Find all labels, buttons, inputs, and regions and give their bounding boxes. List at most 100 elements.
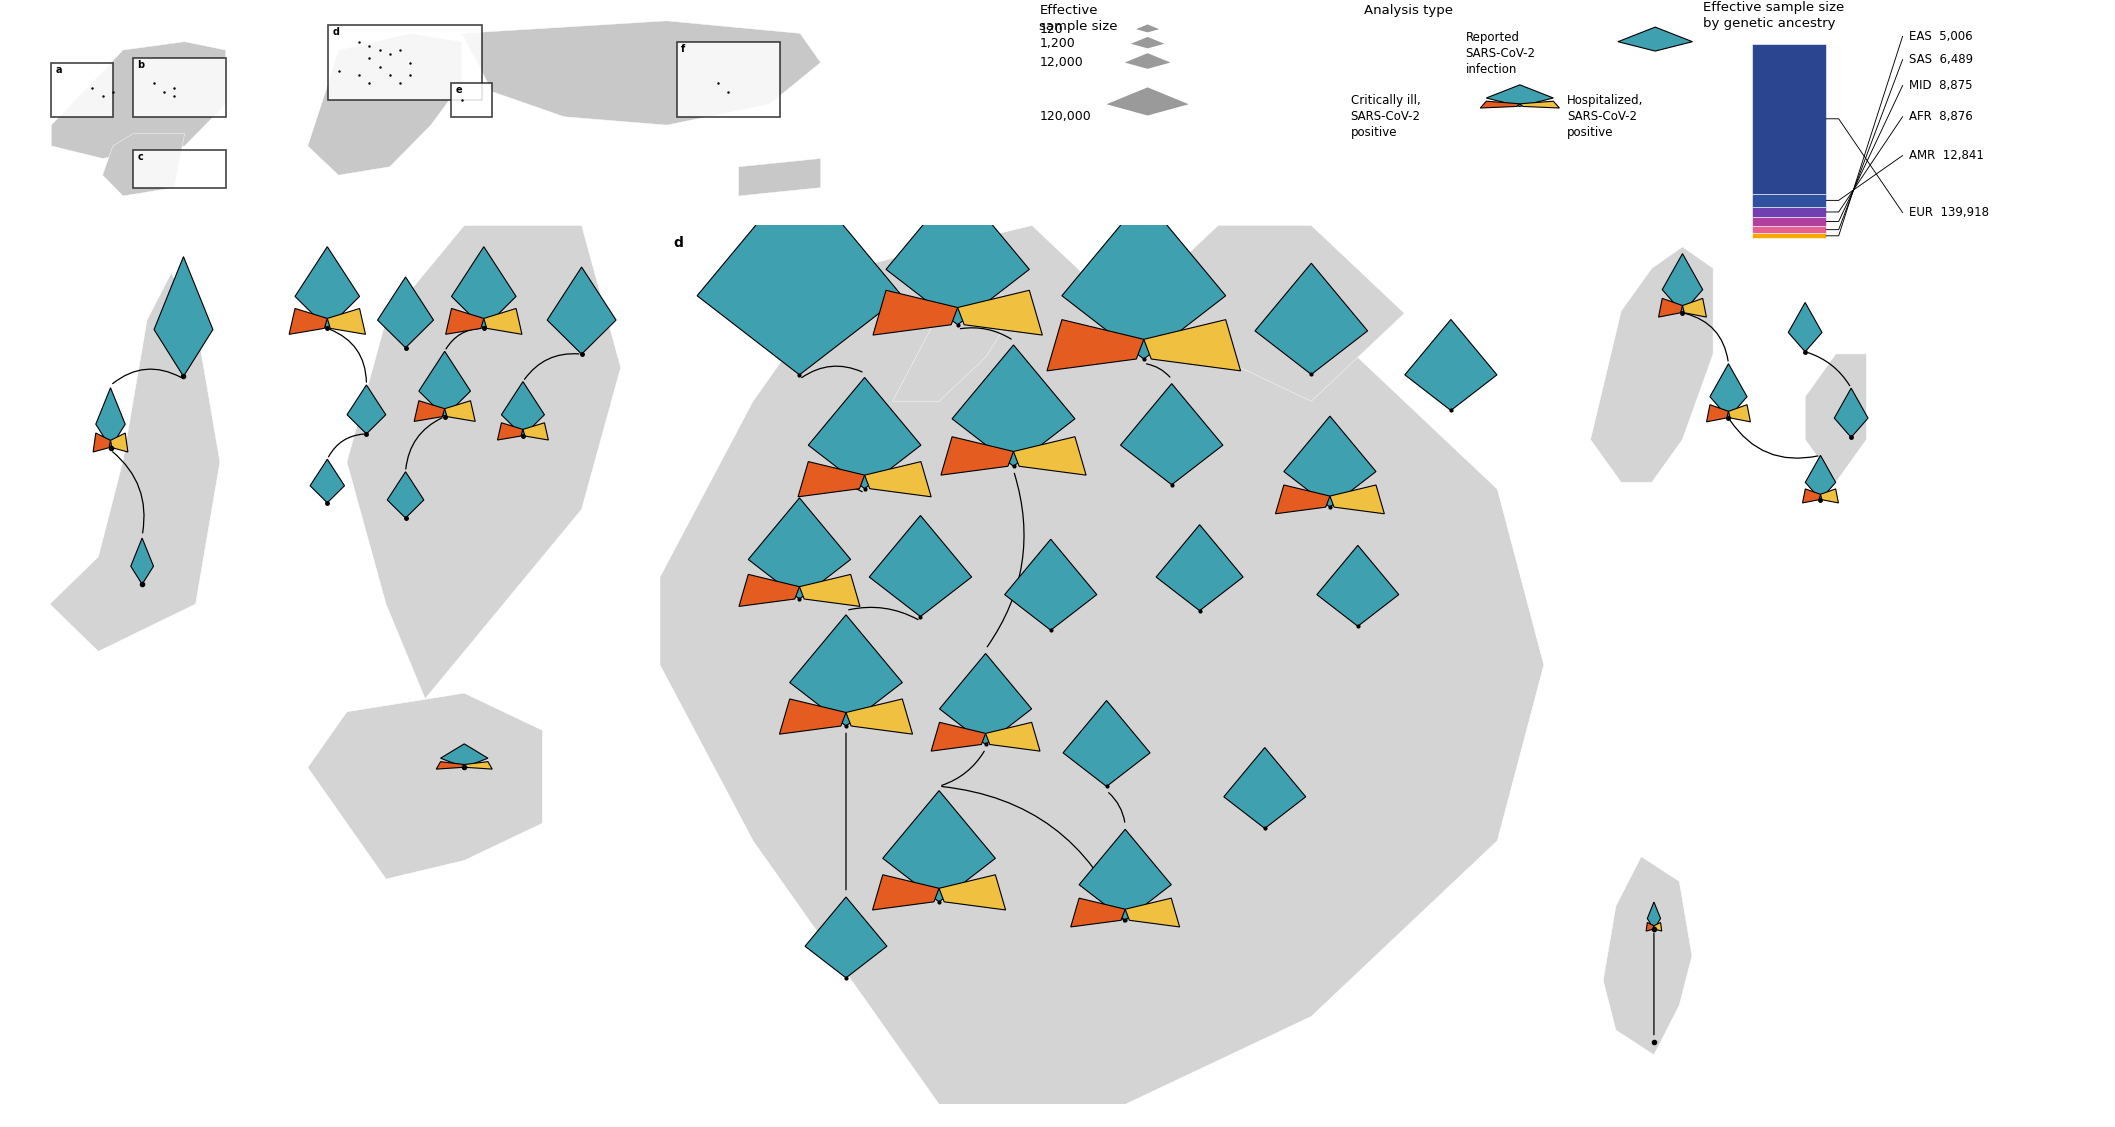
Polygon shape (110, 433, 127, 452)
Polygon shape (1487, 85, 1552, 106)
Polygon shape (1709, 364, 1747, 418)
Polygon shape (1521, 101, 1559, 108)
Bar (677, 42, 780, 117)
Polygon shape (846, 699, 912, 734)
Polygon shape (484, 309, 522, 335)
Polygon shape (749, 498, 850, 600)
Polygon shape (806, 897, 886, 978)
Polygon shape (1645, 923, 1654, 931)
Polygon shape (522, 423, 548, 440)
Polygon shape (379, 277, 434, 348)
Text: a: a (55, 64, 61, 74)
Polygon shape (882, 791, 996, 902)
Polygon shape (548, 267, 615, 354)
Polygon shape (1834, 388, 1868, 437)
Bar (133, 59, 226, 117)
Polygon shape (893, 269, 1013, 401)
Text: 12,000: 12,000 (1038, 56, 1083, 69)
Polygon shape (387, 472, 423, 518)
Polygon shape (1225, 747, 1305, 828)
Polygon shape (738, 159, 821, 196)
Polygon shape (1275, 485, 1330, 514)
Text: c: c (137, 152, 144, 162)
Polygon shape (450, 247, 516, 328)
Polygon shape (93, 433, 110, 452)
Bar (1751, 194, 1825, 207)
Text: AMR  12,841: AMR 12,841 (1908, 149, 1984, 162)
Text: d: d (332, 27, 338, 37)
Polygon shape (1132, 37, 1165, 48)
Polygon shape (1648, 902, 1660, 929)
Polygon shape (1728, 405, 1751, 421)
Polygon shape (1480, 101, 1521, 108)
Polygon shape (95, 388, 125, 447)
Polygon shape (797, 462, 865, 497)
Polygon shape (958, 291, 1043, 335)
Polygon shape (501, 382, 544, 436)
Polygon shape (1005, 539, 1098, 630)
Polygon shape (931, 722, 986, 751)
Polygon shape (1136, 25, 1159, 33)
Polygon shape (1802, 489, 1821, 503)
Polygon shape (865, 462, 931, 497)
Polygon shape (328, 309, 366, 335)
Polygon shape (1144, 320, 1242, 371)
Bar (1751, 44, 1825, 194)
Polygon shape (799, 575, 861, 606)
Text: SAS  6,489: SAS 6,489 (1908, 53, 1973, 66)
Polygon shape (131, 538, 154, 584)
Polygon shape (1062, 197, 1227, 360)
Polygon shape (1804, 354, 1865, 482)
Polygon shape (780, 699, 846, 734)
Polygon shape (1047, 320, 1144, 371)
Polygon shape (886, 184, 1030, 325)
Polygon shape (952, 345, 1074, 467)
Polygon shape (873, 875, 939, 909)
Polygon shape (1684, 299, 1707, 317)
Bar (51, 63, 112, 117)
Text: f: f (681, 44, 685, 54)
Polygon shape (290, 309, 328, 335)
Polygon shape (102, 133, 184, 196)
Text: MID  8,875: MID 8,875 (1908, 79, 1973, 92)
Polygon shape (309, 34, 461, 175)
Polygon shape (465, 762, 493, 769)
Text: Hospitalized,
SARS-CoV-2
positive: Hospitalized, SARS-CoV-2 positive (1567, 94, 1643, 139)
Polygon shape (1284, 416, 1377, 507)
Polygon shape (154, 257, 214, 376)
Polygon shape (415, 401, 444, 421)
Polygon shape (497, 423, 522, 440)
Bar (1751, 216, 1825, 227)
Polygon shape (939, 654, 1032, 745)
Polygon shape (1106, 88, 1189, 115)
Polygon shape (1125, 53, 1170, 69)
Polygon shape (869, 515, 971, 616)
Text: EUR  139,918: EUR 139,918 (1908, 206, 1988, 219)
Bar (1751, 207, 1825, 216)
Polygon shape (51, 273, 220, 651)
Text: Reported
SARS-CoV-2
infection: Reported SARS-CoV-2 infection (1466, 32, 1535, 77)
Polygon shape (347, 225, 622, 699)
Polygon shape (1789, 302, 1821, 352)
Bar (1751, 227, 1825, 233)
Polygon shape (436, 762, 465, 769)
Polygon shape (941, 437, 1013, 476)
Polygon shape (309, 693, 541, 879)
Polygon shape (294, 247, 360, 328)
Polygon shape (939, 875, 1005, 909)
Text: Effective sample size
by genetic ancestry: Effective sample size by genetic ancestr… (1703, 1, 1844, 30)
Polygon shape (873, 291, 958, 335)
Polygon shape (1318, 545, 1398, 627)
Text: 120: 120 (1038, 23, 1064, 36)
Polygon shape (444, 401, 476, 421)
Polygon shape (1079, 829, 1172, 921)
Polygon shape (1125, 898, 1180, 926)
Text: Critically ill,
SARS-CoV-2
positive: Critically ill, SARS-CoV-2 positive (1351, 94, 1421, 139)
Polygon shape (1806, 455, 1836, 499)
Polygon shape (1330, 485, 1385, 514)
Bar (328, 25, 482, 100)
Polygon shape (1707, 405, 1728, 421)
Text: Analysis type: Analysis type (1364, 5, 1453, 17)
Text: d: d (675, 236, 683, 250)
Polygon shape (1404, 319, 1497, 410)
